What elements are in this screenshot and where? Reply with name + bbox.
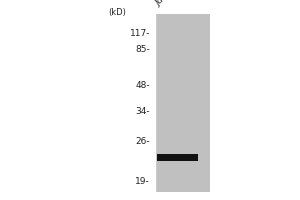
Text: (kD): (kD) bbox=[108, 8, 126, 18]
Bar bbox=[156, 14, 210, 192]
Text: 117-: 117- bbox=[130, 28, 150, 38]
Text: 85-: 85- bbox=[135, 45, 150, 53]
Bar bbox=[156, 14, 157, 192]
Text: 34-: 34- bbox=[135, 108, 150, 116]
Text: 48-: 48- bbox=[135, 81, 150, 90]
Text: 19-: 19- bbox=[135, 178, 150, 186]
Text: Jurkat: Jurkat bbox=[154, 0, 179, 8]
Text: 26-: 26- bbox=[135, 136, 150, 146]
Bar bbox=[157, 154, 198, 160]
